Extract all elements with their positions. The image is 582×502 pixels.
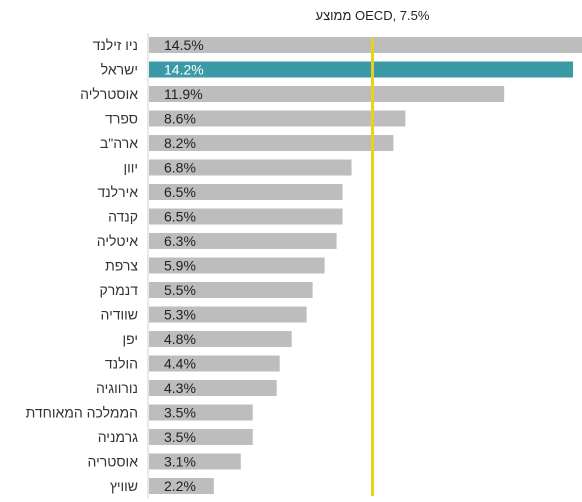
bar-6 xyxy=(149,184,343,200)
value-label-17: 3.1% xyxy=(164,454,196,470)
value-label-13: 4.4% xyxy=(164,356,196,372)
bar-14 xyxy=(149,380,277,396)
category-label-2: אוסטרליה xyxy=(80,86,138,102)
value-label-4: 8.2% xyxy=(164,135,196,151)
category-label-4: ארה"ב xyxy=(100,135,138,151)
bar-11 xyxy=(149,306,307,323)
value-label-6: 6.5% xyxy=(164,184,196,200)
category-label-1: ישראל xyxy=(101,62,138,78)
category-label-14: נורווגיה xyxy=(96,380,138,396)
bar-18 xyxy=(149,478,214,494)
value-label-15: 3.5% xyxy=(164,405,196,421)
value-label-14: 4.3% xyxy=(164,380,196,396)
value-label-12: 4.8% xyxy=(164,331,196,347)
category-label-17: אוסטריה xyxy=(88,454,139,470)
value-label-16: 3.5% xyxy=(164,429,196,445)
bar-9 xyxy=(149,257,325,274)
value-label-9: 5.9% xyxy=(164,258,196,274)
bar-1 xyxy=(149,61,574,78)
bar-3 xyxy=(149,110,406,127)
value-label-1: 14.2% xyxy=(164,62,204,78)
category-label-10: דנמרק xyxy=(99,282,138,298)
value-label-11: 5.3% xyxy=(164,307,196,323)
bar-15 xyxy=(149,404,253,421)
category-label-7: קנדה xyxy=(108,209,138,225)
category-label-11: שוודיה xyxy=(101,307,138,323)
value-label-8: 6.3% xyxy=(164,233,196,249)
category-label-16: גרמניה xyxy=(98,429,138,445)
category-label-5: יוון xyxy=(123,160,138,176)
value-label-10: 5.5% xyxy=(164,282,196,298)
value-label-18: 2.2% xyxy=(164,478,196,494)
category-label-6: אירלנד xyxy=(97,184,138,200)
bar-17 xyxy=(149,453,241,470)
value-label-7: 6.5% xyxy=(164,209,196,225)
value-label-2: 11.9% xyxy=(164,86,203,102)
category-label-0: ניו זילנד xyxy=(93,37,138,53)
bar-4 xyxy=(149,135,394,151)
value-label-3: 8.6% xyxy=(164,111,196,127)
category-label-9: צרפת xyxy=(105,258,138,274)
category-label-13: הולנד xyxy=(105,356,138,372)
category-label-8: איטליה xyxy=(97,233,138,249)
bar-2 xyxy=(149,86,505,102)
category-label-3: ספרד xyxy=(105,111,138,127)
bar-12 xyxy=(149,331,292,347)
category-label-12: יפן xyxy=(122,331,138,347)
value-label-5: 6.8% xyxy=(164,160,196,176)
bar-0 xyxy=(149,37,582,53)
bar-7 xyxy=(149,208,343,225)
bar-10 xyxy=(149,282,313,298)
category-label-18: שוויץ xyxy=(110,478,138,494)
category-label-15: הממלכה המאוחדת xyxy=(26,405,138,421)
bar-16 xyxy=(149,429,253,445)
reference-line-label: ממוצע OECD, 7.5% xyxy=(316,8,430,23)
bar-8 xyxy=(149,233,337,249)
bar-13 xyxy=(149,355,280,372)
bar-5 xyxy=(149,159,352,176)
value-label-0: 14.5% xyxy=(164,37,204,53)
